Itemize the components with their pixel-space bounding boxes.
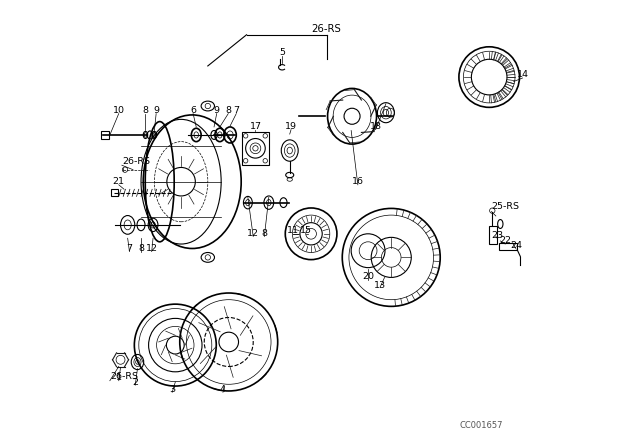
Text: 5: 5 <box>279 48 285 57</box>
Text: 7: 7 <box>234 106 239 115</box>
Text: 10: 10 <box>113 106 125 115</box>
Text: 4: 4 <box>220 385 226 394</box>
Text: 15: 15 <box>300 226 312 235</box>
Text: 26-RS: 26-RS <box>122 157 150 166</box>
Text: 14: 14 <box>516 70 529 79</box>
Text: 18: 18 <box>370 122 381 131</box>
Text: 6: 6 <box>190 106 196 115</box>
Bar <box>242 132 269 165</box>
Text: 22: 22 <box>499 237 511 246</box>
Text: 8: 8 <box>138 244 144 253</box>
Text: 8: 8 <box>143 106 148 115</box>
Bar <box>489 226 497 245</box>
Bar <box>111 189 118 196</box>
Text: 25-RS: 25-RS <box>492 202 520 211</box>
Text: 9: 9 <box>153 106 159 115</box>
Text: 17: 17 <box>250 122 262 131</box>
Text: 26-RS: 26-RS <box>110 372 138 381</box>
Text: 11: 11 <box>287 226 300 235</box>
Text: 12: 12 <box>247 229 259 238</box>
Text: 8: 8 <box>225 106 231 115</box>
Text: 13: 13 <box>374 281 386 290</box>
Text: 19: 19 <box>285 122 297 131</box>
Text: 26-RS: 26-RS <box>312 24 342 34</box>
Bar <box>101 130 109 139</box>
Text: 16: 16 <box>352 177 364 186</box>
Text: 8: 8 <box>261 229 268 238</box>
Text: 21: 21 <box>113 177 125 186</box>
Text: 24: 24 <box>510 241 522 250</box>
Text: 1: 1 <box>116 373 122 382</box>
Text: 23: 23 <box>491 231 503 240</box>
Bar <box>499 243 517 250</box>
Text: 20: 20 <box>362 272 374 281</box>
Text: 9: 9 <box>214 106 220 115</box>
Text: 7: 7 <box>127 244 132 253</box>
Text: CC001657: CC001657 <box>460 421 503 430</box>
Text: 3: 3 <box>169 385 175 394</box>
Text: 12: 12 <box>146 244 157 253</box>
Text: 2: 2 <box>132 378 138 387</box>
